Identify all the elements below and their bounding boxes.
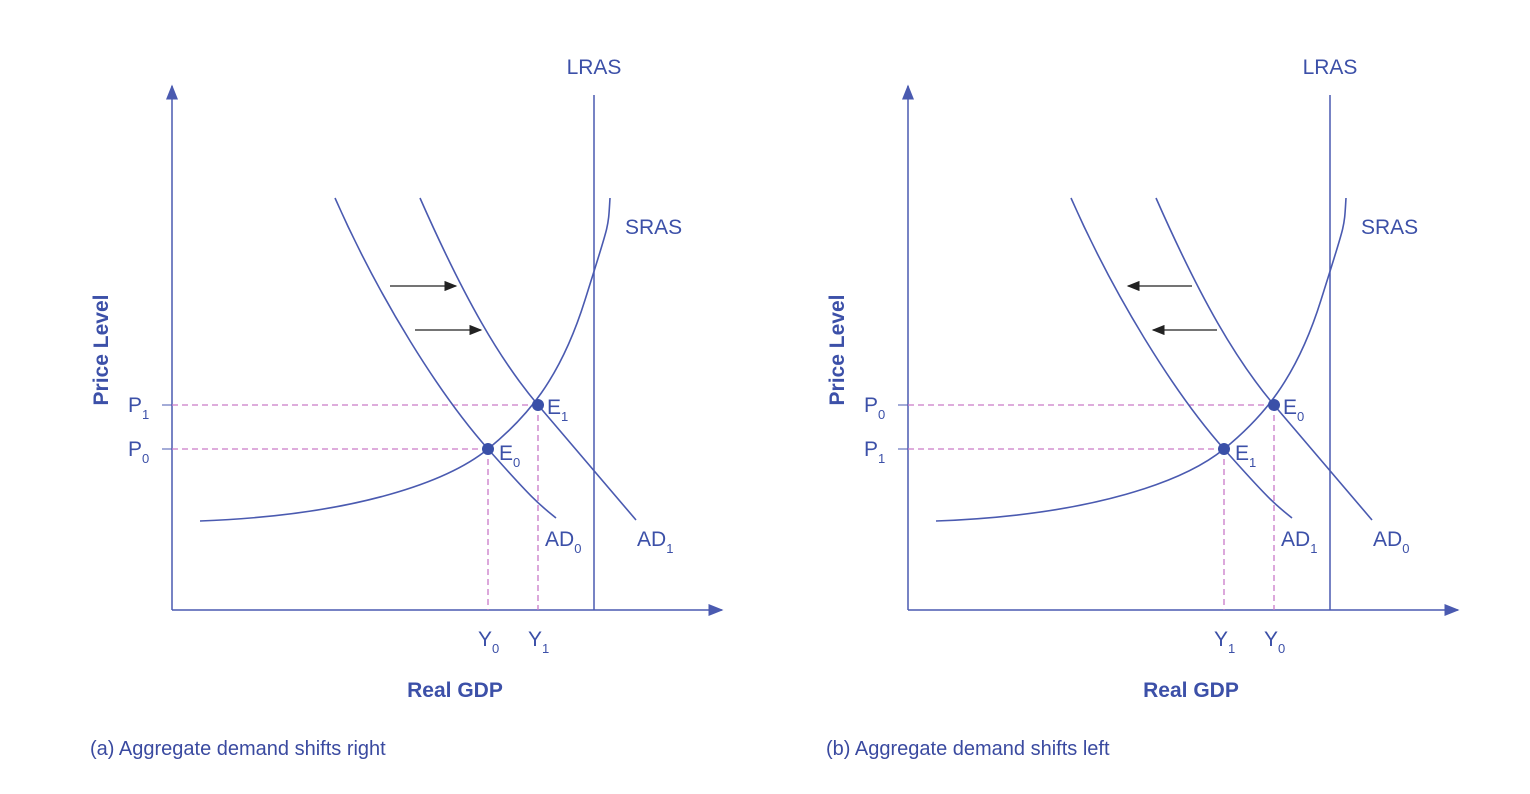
y-axis-label: Price Level [826,295,849,406]
gdp-label-main: Y [478,628,492,651]
point-label: E0 [1283,396,1304,424]
point-label-sub: 0 [513,455,520,470]
sras-curve [199,197,611,522]
point-label-main: E [547,396,561,419]
gdp-label: Y1 [1214,628,1235,656]
point-label-sub: 0 [1297,409,1304,424]
price-label-sub: 1 [142,407,149,422]
point-label-main: E [1235,442,1249,465]
ad-label-sub: 0 [574,541,581,556]
sras-label: SRAS [625,216,682,239]
price-label-main: P [128,394,142,417]
ad-label: AD1 [1281,528,1317,556]
ad-curve [1070,197,1293,519]
point-label: E1 [547,396,568,424]
caption: (a) Aggregate demand shifts right [90,738,386,760]
ad-label-main: AD [1281,528,1310,551]
equilibrium-point [482,443,494,455]
equilibrium-point [532,399,544,411]
equilibrium-point [1268,399,1280,411]
sras-curve [935,197,1347,522]
ad-label-sub: 0 [1402,541,1409,556]
ad-label-sub: 1 [1310,541,1317,556]
gdp-label-main: Y [1264,628,1278,651]
price-label: P1 [128,394,149,422]
sras-label: SRAS [1361,216,1418,239]
caption: (b) Aggregate demand shifts left [826,738,1110,760]
lras-label: LRAS [567,56,622,79]
gdp-label-main: Y [1214,628,1228,651]
price-label-main: P [864,394,878,417]
price-label-sub: 1 [878,451,885,466]
point-label-sub: 1 [561,409,568,424]
point-label-main: E [499,442,513,465]
lras-label: LRAS [1303,56,1358,79]
gdp-label-sub: 1 [1228,641,1235,656]
price-label-sub: 0 [878,407,885,422]
ad-label-main: AD [637,528,666,551]
point-label: E1 [1235,442,1256,470]
gdp-label: Y0 [478,628,499,656]
gdp-label: Y1 [528,628,549,656]
gdp-label-main: Y [528,628,542,651]
ad-label-main: AD [1373,528,1402,551]
ad-label-sub: 1 [666,541,673,556]
price-label-main: P [864,438,878,461]
x-axis-label: Real GDP [1143,679,1239,702]
ad-label-main: AD [545,528,574,551]
ad-label: AD1 [637,528,673,556]
price-label: P0 [128,438,149,466]
price-label: P0 [864,394,885,422]
gdp-label: Y0 [1264,628,1285,656]
ad-label: AD0 [1373,528,1409,556]
price-label-sub: 0 [142,451,149,466]
price-label: P1 [864,438,885,466]
ad-curve [334,197,557,519]
gdp-label-sub: 0 [492,641,499,656]
x-axis-label: Real GDP [407,679,503,702]
y-axis-label: Price Level [90,295,113,406]
gdp-label-sub: 1 [542,641,549,656]
price-label-main: P [128,438,142,461]
equilibrium-point [1218,443,1230,455]
gdp-label-sub: 0 [1278,641,1285,656]
point-label: E0 [499,442,520,470]
point-label-main: E [1283,396,1297,419]
ad-label: AD0 [545,528,581,556]
point-label-sub: 1 [1249,455,1256,470]
